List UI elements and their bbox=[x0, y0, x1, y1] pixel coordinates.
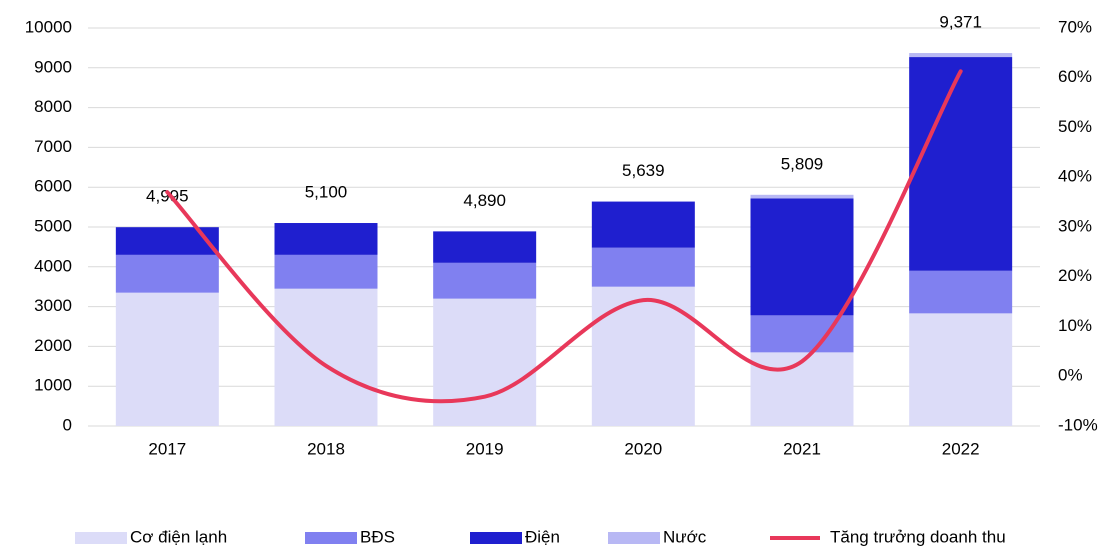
legend-label: Nước bbox=[663, 527, 707, 546]
bar-segment bbox=[115, 292, 219, 426]
bar-segment bbox=[909, 313, 1013, 426]
growth-line bbox=[165, 69, 963, 404]
bar-segment bbox=[591, 201, 695, 248]
legend-swatch bbox=[75, 532, 127, 544]
bar-segment bbox=[591, 286, 695, 426]
y-tick-label: 6000 bbox=[34, 177, 72, 196]
bar-segment bbox=[909, 57, 1013, 271]
bar-segment bbox=[750, 198, 854, 316]
y-tick-label: 4000 bbox=[34, 256, 72, 275]
x-tick-label: 2019 bbox=[466, 439, 504, 458]
x-tick-label: 2017 bbox=[148, 439, 186, 458]
y-tick-label: 8000 bbox=[34, 97, 72, 116]
bar-segment bbox=[909, 53, 1013, 58]
legend-label: Cơ điện lạnh bbox=[130, 527, 227, 546]
bar-segment bbox=[115, 227, 219, 255]
total-label: 4,995 bbox=[146, 187, 189, 206]
bar-segment bbox=[433, 231, 537, 263]
y2-tick-label: 70% bbox=[1058, 17, 1092, 36]
bar-segment bbox=[591, 247, 695, 287]
total-label: 9,371 bbox=[939, 13, 982, 32]
y2-tick-label: 40% bbox=[1058, 167, 1092, 186]
y-tick-label: 10000 bbox=[25, 17, 72, 36]
y-tick-label: 7000 bbox=[34, 137, 72, 156]
bar-segment bbox=[750, 194, 854, 199]
legend-label: Điện bbox=[525, 527, 560, 546]
y2-tick-label: 20% bbox=[1058, 266, 1092, 285]
total-label: 4,890 bbox=[463, 191, 506, 210]
total-label: 5,809 bbox=[781, 154, 824, 173]
bar-segment bbox=[274, 223, 378, 255]
x-tick-label: 2020 bbox=[624, 439, 662, 458]
y-tick-label: 9000 bbox=[34, 57, 72, 76]
bar-segment bbox=[750, 352, 854, 426]
y2-tick-label: 50% bbox=[1058, 117, 1092, 136]
y2-tick-label: 30% bbox=[1058, 216, 1092, 235]
y2-tick-label: -10% bbox=[1058, 415, 1098, 434]
legend-label: BĐS bbox=[360, 527, 395, 546]
y2-tick-label: 60% bbox=[1058, 67, 1092, 86]
bar-segment bbox=[433, 298, 537, 426]
total-label: 5,639 bbox=[622, 161, 665, 180]
x-tick-label: 2021 bbox=[783, 439, 821, 458]
total-label: 5,100 bbox=[305, 183, 348, 202]
bar-segment bbox=[274, 254, 378, 289]
bar-segment bbox=[115, 254, 219, 293]
legend-swatch bbox=[305, 532, 357, 544]
bar-segment bbox=[909, 270, 1013, 314]
y-tick-label: 5000 bbox=[34, 216, 72, 235]
y-tick-label: 2000 bbox=[34, 336, 72, 355]
legend-swatch bbox=[470, 532, 522, 544]
y-tick-label: 1000 bbox=[34, 376, 72, 395]
y-tick-label: 3000 bbox=[34, 296, 72, 315]
legend-swatch bbox=[608, 532, 660, 544]
x-tick-label: 2018 bbox=[307, 439, 345, 458]
x-tick-label: 2022 bbox=[942, 439, 980, 458]
bar-segment bbox=[274, 288, 378, 426]
legend-label: Tăng trưởng doanh thu bbox=[830, 527, 1006, 546]
y2-tick-label: 0% bbox=[1058, 366, 1083, 385]
y2-tick-label: 10% bbox=[1058, 316, 1092, 335]
y-tick-label: 0 bbox=[63, 415, 72, 434]
bar-segment bbox=[433, 262, 537, 299]
